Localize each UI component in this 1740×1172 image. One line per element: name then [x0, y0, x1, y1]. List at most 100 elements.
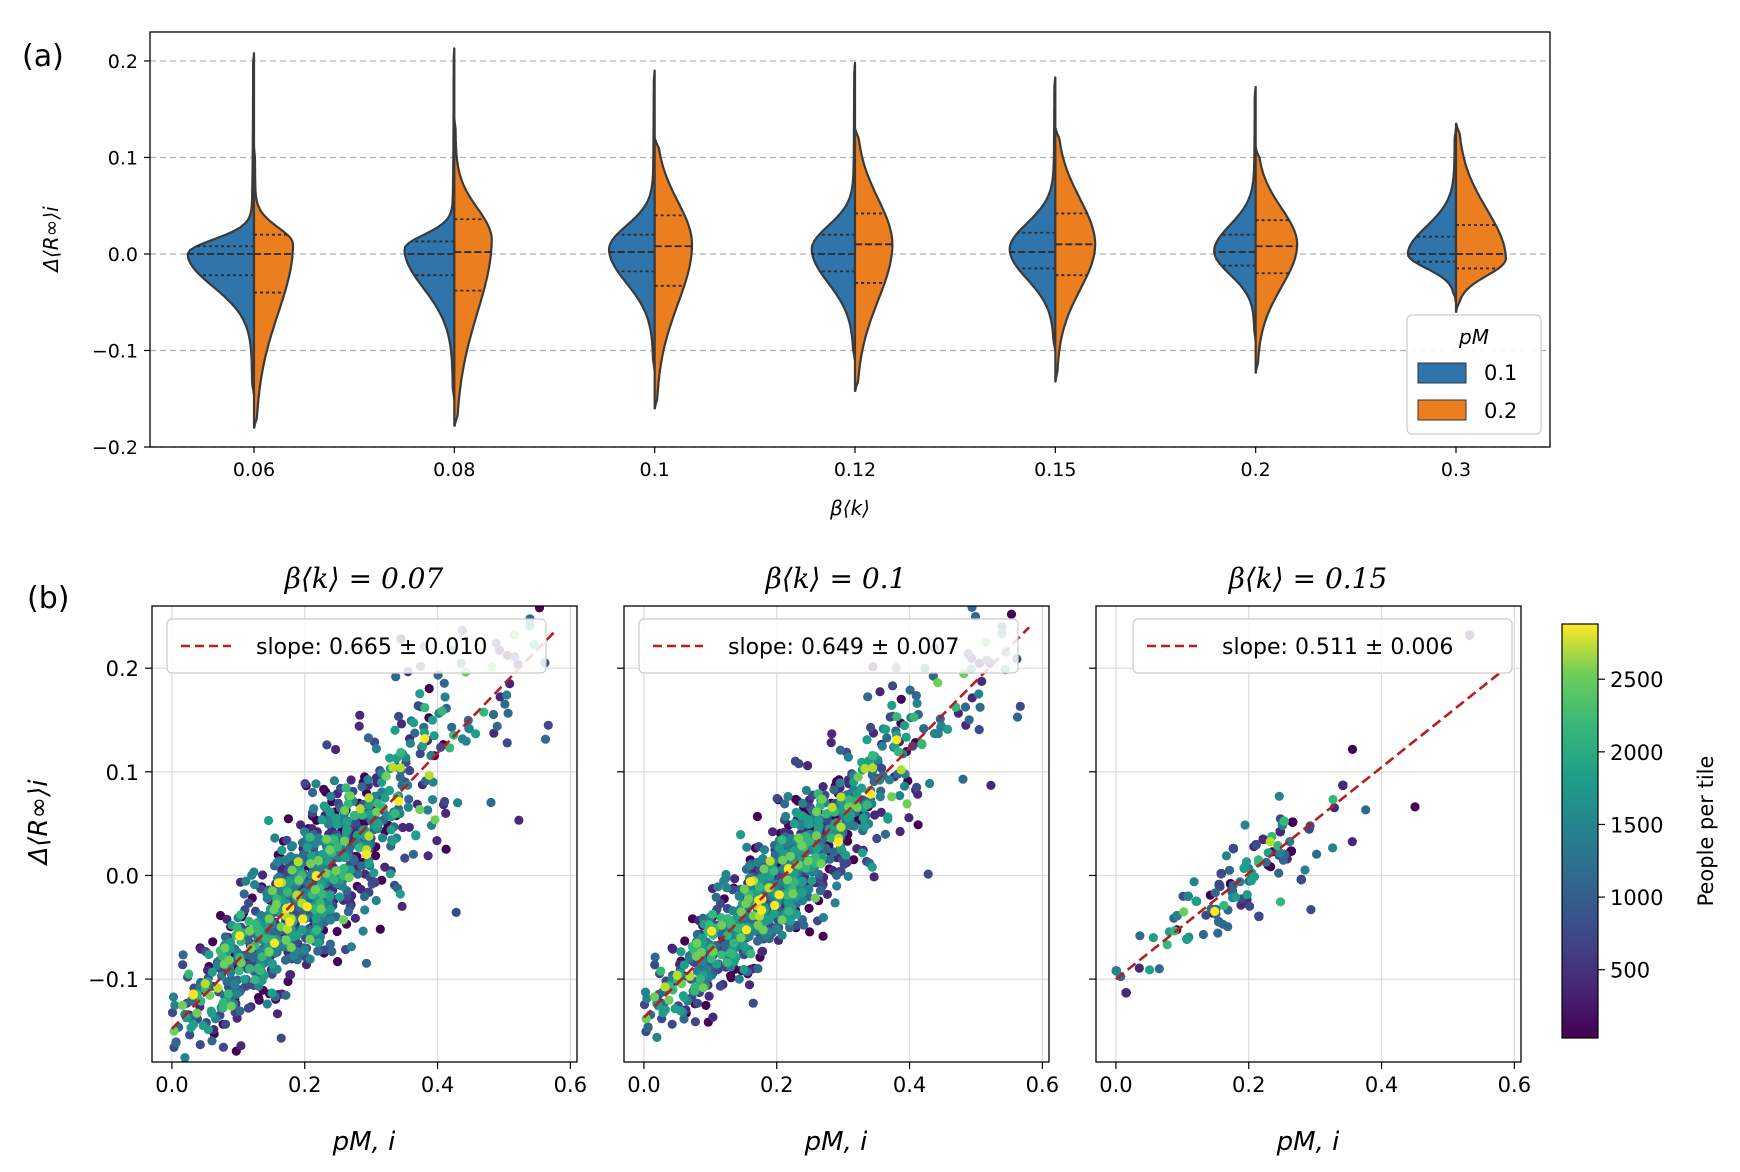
scatter-point — [267, 988, 277, 998]
scatter-point — [815, 886, 826, 896]
scatter-point — [741, 925, 752, 935]
scatter-point — [818, 912, 829, 923]
scatter-point — [281, 935, 291, 945]
x-tick-label: 0.15 — [1034, 459, 1076, 481]
scatter-point — [245, 926, 255, 936]
scatter-point — [919, 724, 929, 734]
scatter-point — [797, 915, 808, 925]
scatter-point — [805, 927, 815, 937]
scatter-point — [394, 796, 404, 806]
scatter-point — [346, 775, 356, 785]
scatter-point — [361, 849, 371, 860]
scatter-point — [789, 877, 799, 887]
x-tick-label: 0.12 — [834, 459, 876, 481]
scatter-point — [744, 861, 755, 871]
scatter-point — [818, 931, 828, 941]
scatter-point — [977, 676, 987, 687]
scatter-point — [676, 947, 686, 957]
scatter-point — [325, 807, 335, 817]
scatter-point — [245, 964, 255, 974]
x-tick-label: 0.2 — [1241, 459, 1271, 481]
scatter-point — [785, 851, 796, 861]
scatter-point — [967, 606, 977, 612]
scatter-point — [717, 920, 727, 930]
scatter-point — [1228, 843, 1238, 854]
scatter-point — [895, 826, 905, 837]
scatter-point — [783, 864, 793, 874]
scatter-point — [325, 915, 336, 925]
scatter-point — [784, 906, 794, 916]
scatter-point — [200, 979, 210, 989]
scatter-point — [726, 973, 736, 983]
scatter-point — [354, 721, 364, 731]
scatter-point — [311, 871, 321, 882]
scatter-point — [742, 842, 752, 852]
scatter-point — [730, 874, 740, 884]
scatter-point — [860, 763, 870, 774]
scatter-point — [395, 763, 406, 773]
x-tick-label: 0.0 — [155, 1073, 188, 1097]
scatter-point — [377, 833, 388, 843]
scatter-point — [690, 986, 700, 996]
scatter-point — [901, 732, 911, 742]
scatter-point — [256, 910, 266, 921]
scatter-point — [409, 718, 419, 728]
scatter-point — [757, 947, 767, 957]
y-tick-label: 0.1 — [106, 761, 139, 785]
scatter-point — [1135, 931, 1145, 941]
scatter-point — [722, 957, 732, 968]
scatter-point — [1221, 851, 1232, 861]
scatter-point — [798, 798, 808, 809]
scatter-point — [329, 874, 339, 885]
scatter-point — [836, 805, 846, 815]
scatter-point — [788, 889, 798, 899]
scatter-point — [853, 772, 863, 782]
scatter-point — [933, 678, 943, 688]
scatter-point — [429, 731, 439, 741]
scatter-point — [643, 1023, 653, 1033]
panel-b-letter: (b) — [27, 581, 69, 616]
scatter-point — [423, 851, 433, 861]
scatter-point — [207, 1036, 217, 1046]
fit-legend-label: slope: 0.665 ± 0.010 — [256, 635, 487, 660]
scatter-point — [218, 1003, 228, 1013]
scatter-point — [1274, 868, 1284, 878]
scatter-point — [692, 938, 702, 949]
scatter-point — [332, 819, 342, 830]
scatter-point — [329, 834, 339, 845]
scatter-point — [875, 792, 885, 802]
scatter-point — [698, 933, 708, 943]
scatter-point — [380, 793, 390, 803]
scatter-point — [664, 995, 674, 1005]
scatter-point — [888, 681, 898, 691]
scatter-point — [1328, 843, 1338, 853]
scatter-point — [1154, 964, 1164, 974]
x-axis-label: pM, i — [804, 1127, 868, 1157]
scatter-point — [1347, 744, 1358, 755]
scatter-point — [975, 702, 985, 712]
scatter-point — [781, 811, 791, 822]
scatter-point — [390, 725, 400, 735]
scatter-point — [219, 959, 229, 969]
scatter-point — [826, 738, 836, 748]
scatter-point — [1148, 933, 1158, 943]
scatter-point — [432, 836, 442, 846]
scatter-panel-3: β⟨k⟩ = 0.15 0.0 0.2 0.4 0.6 slope: 0.511 ± … — [1089, 562, 1531, 1157]
scatter-point — [349, 856, 359, 866]
scatter-point — [986, 780, 996, 791]
violin-half — [1008, 76, 1057, 352]
scatter-point — [218, 1042, 228, 1052]
scatter-point — [896, 765, 906, 775]
scatter-point — [642, 993, 652, 1004]
scatter-point — [298, 850, 308, 860]
scatter-point — [384, 785, 395, 796]
scatter-point — [381, 771, 391, 781]
fit-line — [1115, 670, 1502, 981]
scatter-point — [388, 836, 398, 846]
scatter-point — [753, 964, 763, 974]
scatter-point — [803, 761, 813, 771]
scatter-point — [356, 884, 366, 894]
scatter-point — [722, 930, 732, 941]
scatter-point — [296, 820, 306, 830]
scatter-point — [869, 872, 879, 882]
